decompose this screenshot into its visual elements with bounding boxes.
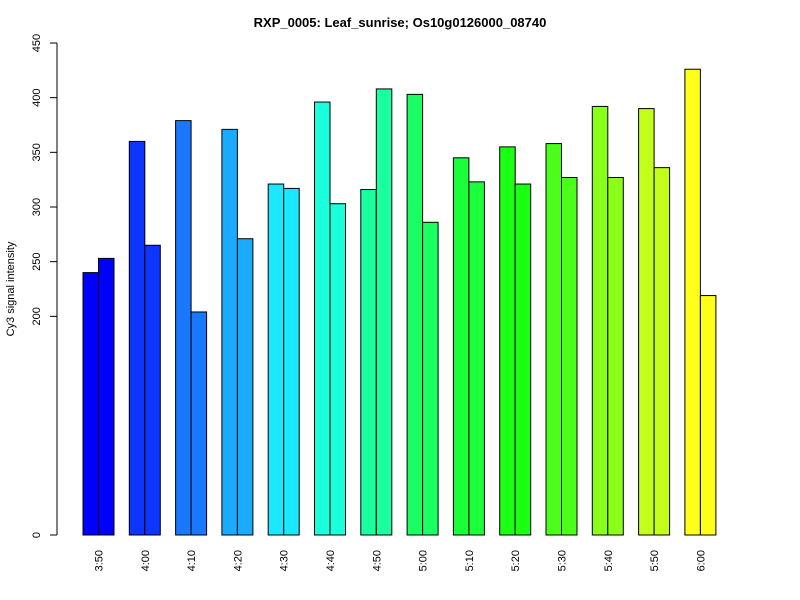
bar <box>468 181 485 536</box>
bars-group <box>82 68 717 536</box>
bar <box>190 311 208 536</box>
bar <box>375 88 393 536</box>
bar <box>452 157 470 536</box>
bar <box>561 176 578 536</box>
bar <box>329 203 346 536</box>
bar <box>314 101 331 536</box>
x-tick-label: 5:00 <box>418 550 430 571</box>
bar <box>175 120 192 536</box>
bar <box>406 93 424 536</box>
x-tick-label: 5:20 <box>510 550 522 571</box>
y-tick-label: 200 <box>31 307 43 325</box>
y-tick-label: 400 <box>31 88 43 106</box>
x-tick-label: 4:40 <box>325 550 337 571</box>
x-tick-label: 5:30 <box>557 550 569 571</box>
bar <box>82 272 99 536</box>
bar <box>591 105 609 536</box>
x-axis-tick-labels: 3:50 4:00 4:10 4:20 4:30 4:40 4:50 5:00 5:10 5:20… <box>94 550 708 571</box>
bar <box>144 244 161 536</box>
x-tick-label: 4:50 <box>371 550 383 571</box>
x-tick-label: 5:50 <box>649 550 661 571</box>
bar <box>267 183 285 536</box>
x-tick-label: 3:50 <box>94 550 106 571</box>
bar <box>128 140 146 536</box>
y-tick-label: 0 <box>31 532 43 538</box>
y-tick-label: 450 <box>31 34 43 52</box>
x-tick-label: 4:20 <box>232 550 244 571</box>
x-tick-label: 6:00 <box>695 550 707 571</box>
bar <box>607 176 624 536</box>
bar <box>499 146 516 536</box>
bar <box>422 221 439 536</box>
bar <box>221 128 238 536</box>
bar <box>545 143 562 536</box>
x-tick-label: 4:30 <box>279 550 291 571</box>
bar <box>699 295 717 536</box>
y-axis: 0 200 250 300 350 400 450 <box>31 34 58 538</box>
x-tick-label: 4:10 <box>186 550 198 571</box>
bar <box>638 108 655 536</box>
bar <box>283 187 300 536</box>
bar <box>684 68 701 536</box>
bar <box>514 183 532 536</box>
y-tick-label: 350 <box>31 143 43 161</box>
bar <box>236 238 254 536</box>
bar <box>98 257 115 536</box>
y-tick-label: 250 <box>31 252 43 270</box>
chart-title: RXP_0005: Leaf_sunrise; Os10g0126000_087… <box>254 15 547 30</box>
bar <box>360 189 377 536</box>
x-tick-label: 4:00 <box>140 550 152 571</box>
y-tick-label: 300 <box>31 198 43 216</box>
bar <box>653 167 671 536</box>
x-tick-label: 5:40 <box>603 550 615 571</box>
y-axis-label: Cy3 signal intensity <box>5 241 17 336</box>
x-tick-label: 5:10 <box>464 550 476 571</box>
